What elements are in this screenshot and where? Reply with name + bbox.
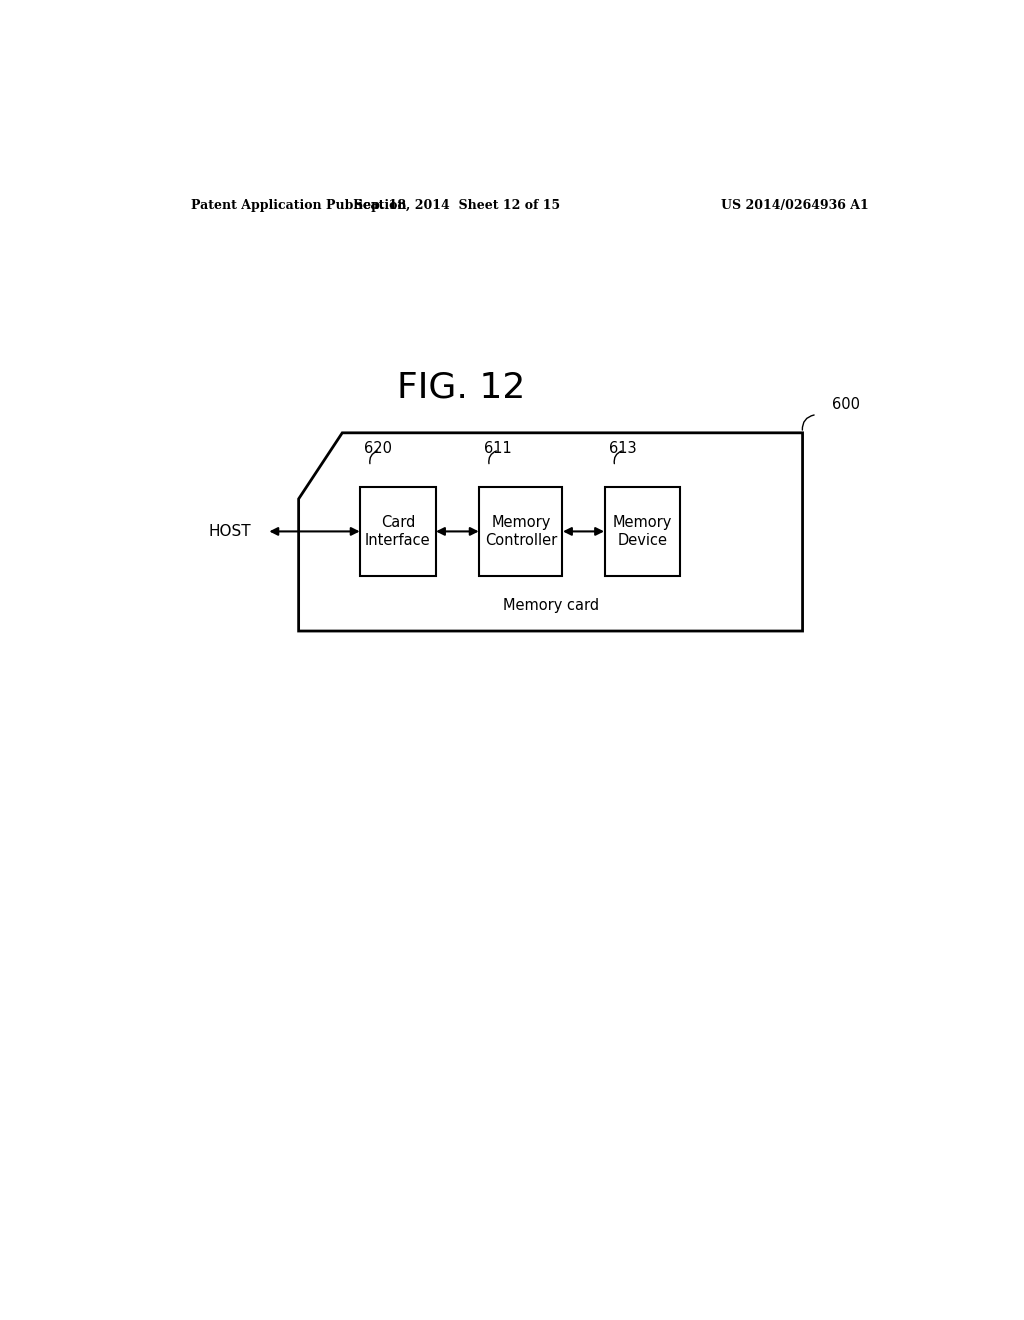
Text: Sep. 18, 2014  Sheet 12 of 15: Sep. 18, 2014 Sheet 12 of 15 <box>354 198 560 211</box>
Text: HOST: HOST <box>208 524 251 539</box>
Bar <box>604 487 680 576</box>
Text: FIG. 12: FIG. 12 <box>397 370 525 404</box>
Bar <box>360 487 435 576</box>
Text: 611: 611 <box>483 441 511 455</box>
Text: US 2014/0264936 A1: US 2014/0264936 A1 <box>721 198 868 211</box>
Text: Memory
Controller: Memory Controller <box>484 515 557 548</box>
Text: 620: 620 <box>365 441 392 455</box>
Text: 613: 613 <box>609 441 637 455</box>
Text: Patent Application Publication: Patent Application Publication <box>191 198 407 211</box>
Text: Memory
Device: Memory Device <box>612 515 672 548</box>
Bar <box>479 487 562 576</box>
Text: Memory card: Memory card <box>503 598 599 612</box>
Text: Card
Interface: Card Interface <box>365 515 431 548</box>
Text: 600: 600 <box>833 397 860 412</box>
